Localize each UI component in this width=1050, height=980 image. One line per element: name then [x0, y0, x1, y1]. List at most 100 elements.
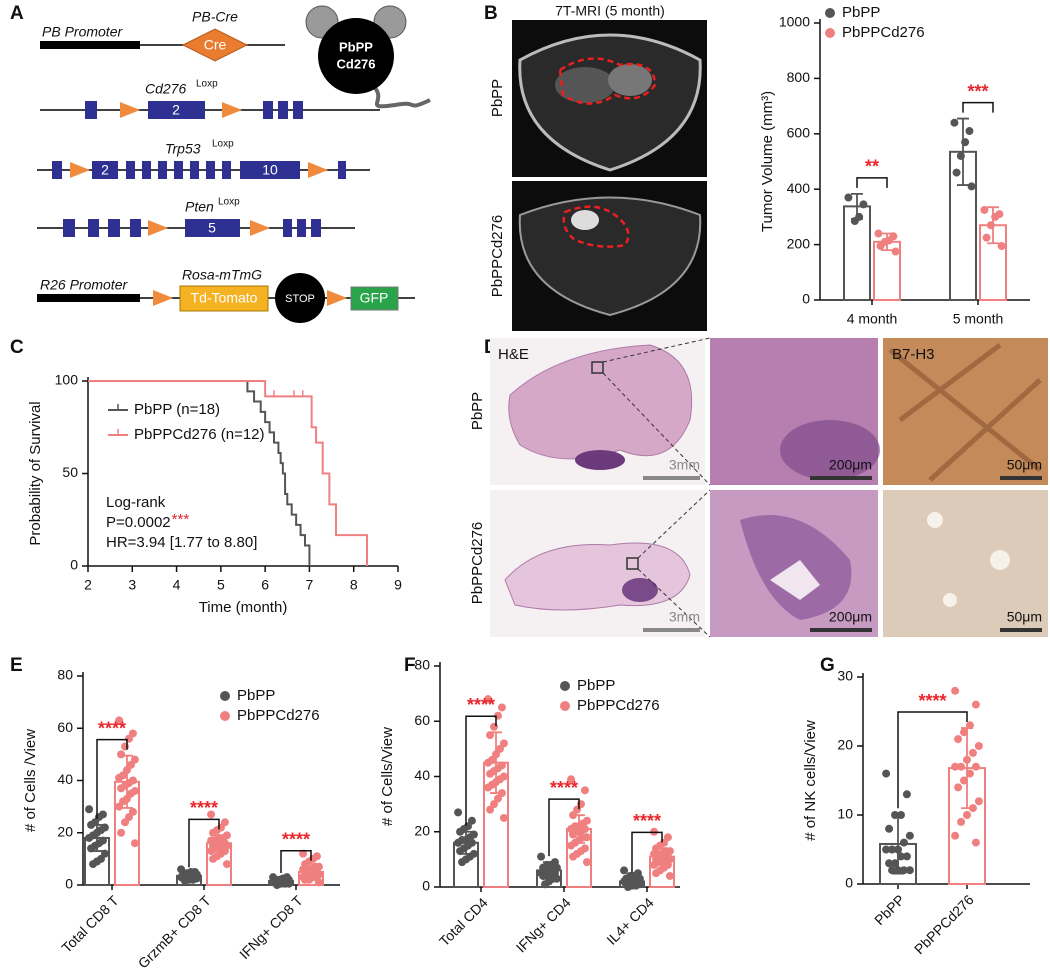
significance-label: *** — [967, 81, 988, 101]
y-tick-label: 80 — [414, 657, 430, 673]
error-bar — [121, 754, 133, 809]
data-point — [874, 229, 883, 238]
significance-bracket — [96, 738, 128, 819]
data-point — [885, 824, 894, 833]
error-bar — [851, 193, 863, 220]
legend-marker — [560, 681, 570, 691]
data-point — [967, 182, 976, 191]
data-point — [950, 118, 959, 127]
data-point — [960, 776, 969, 785]
cre-box — [181, 28, 249, 62]
x-tick-label: 4 month — [847, 311, 898, 327]
data-point — [490, 722, 499, 731]
data-point — [902, 852, 911, 861]
data-point — [222, 860, 231, 869]
mri-title: 7T-MRI (5 month) — [555, 3, 665, 19]
y-tick-label: 60 — [414, 712, 430, 728]
stop-circle — [275, 273, 325, 323]
box-label: Td-Tomato — [191, 290, 258, 306]
mouse-icon: PbPP Cd276 — [305, 5, 431, 109]
data-point — [454, 838, 463, 847]
legend-label: PbPPCd276 (n=12) — [134, 426, 265, 443]
panel-label: C — [10, 337, 24, 358]
significance-label: **** — [467, 695, 495, 715]
data-point — [888, 866, 897, 875]
data-point — [567, 775, 576, 784]
panel-label: B — [484, 3, 498, 24]
data-point — [207, 847, 216, 856]
data-point — [115, 773, 124, 782]
scale-label: 50μm — [1007, 457, 1042, 473]
significance-label: **** — [98, 718, 126, 738]
significance-label: **** — [918, 691, 946, 711]
p-stars: *** — [172, 511, 190, 528]
gene-label: Rosa-mTmG — [182, 267, 262, 283]
significance-label: **** — [190, 798, 218, 818]
data-point — [495, 744, 504, 753]
data-point — [499, 813, 508, 822]
y-axis-label: Probability of Survival — [27, 401, 44, 545]
error-bar — [275, 878, 287, 885]
error-bar — [626, 877, 638, 886]
error-bar — [543, 861, 555, 880]
data-point — [569, 852, 578, 861]
error-bar — [957, 117, 969, 186]
data-point — [130, 839, 139, 848]
data-point — [951, 686, 960, 695]
y-tick-label: 10 — [837, 806, 853, 822]
exons — [63, 219, 321, 237]
legend-marker — [560, 701, 570, 711]
data-point — [965, 769, 974, 778]
data-point — [980, 205, 989, 214]
data-point — [963, 811, 971, 819]
ihc-image — [883, 490, 1048, 637]
y-axis-label: # of NK cells/View — [802, 720, 819, 841]
loxp — [120, 102, 242, 118]
data-point — [888, 845, 897, 854]
test-label: Log-rank — [106, 494, 166, 511]
y-axis-label: Tumor Volume (mm³) — [759, 91, 776, 232]
significance-label: **** — [550, 778, 578, 798]
data-point — [299, 849, 308, 858]
data-point — [899, 838, 908, 847]
data-point — [951, 762, 960, 771]
data-point — [974, 797, 983, 806]
data-point — [902, 790, 911, 799]
cre-label: Cre — [204, 37, 227, 53]
y-tick-label: 200 — [787, 235, 811, 251]
data-point — [905, 831, 914, 840]
data-point — [982, 233, 991, 242]
exons — [85, 101, 303, 119]
data-point — [885, 859, 894, 868]
data-point — [580, 786, 589, 795]
data-point — [486, 769, 495, 778]
data-point — [124, 734, 133, 743]
y-tick-label: 40 — [414, 767, 430, 783]
legend-label: PbPP — [842, 4, 880, 21]
y-tick-label: 0 — [70, 557, 78, 573]
gene-label: Cd276 — [145, 81, 186, 97]
data-point — [997, 241, 1006, 250]
data-point — [905, 866, 914, 875]
y-tick-label: 0 — [802, 291, 810, 307]
data-point — [876, 241, 885, 250]
panel-label: A — [10, 3, 24, 24]
x-tick-label: Total CD4 — [436, 894, 491, 949]
scale-label: 3mm — [669, 457, 700, 473]
data-point — [273, 881, 282, 889]
data-point — [957, 762, 966, 771]
significance-bracket — [897, 711, 968, 809]
data-point — [954, 735, 963, 744]
x-tick-label: 5 — [217, 577, 225, 593]
data-point — [650, 860, 659, 869]
error-bar — [213, 834, 225, 852]
y-tick-label: 100 — [55, 372, 79, 388]
scale-label: 200μm — [829, 609, 872, 625]
row-label: PbPP — [489, 79, 506, 117]
significance-bracket — [548, 798, 580, 857]
error-bar — [460, 830, 472, 855]
panel-label: E — [10, 655, 23, 676]
survival-curve — [88, 380, 368, 566]
data-point — [121, 818, 130, 827]
x-tick-label: IFNg+ CD8 T — [236, 892, 306, 962]
